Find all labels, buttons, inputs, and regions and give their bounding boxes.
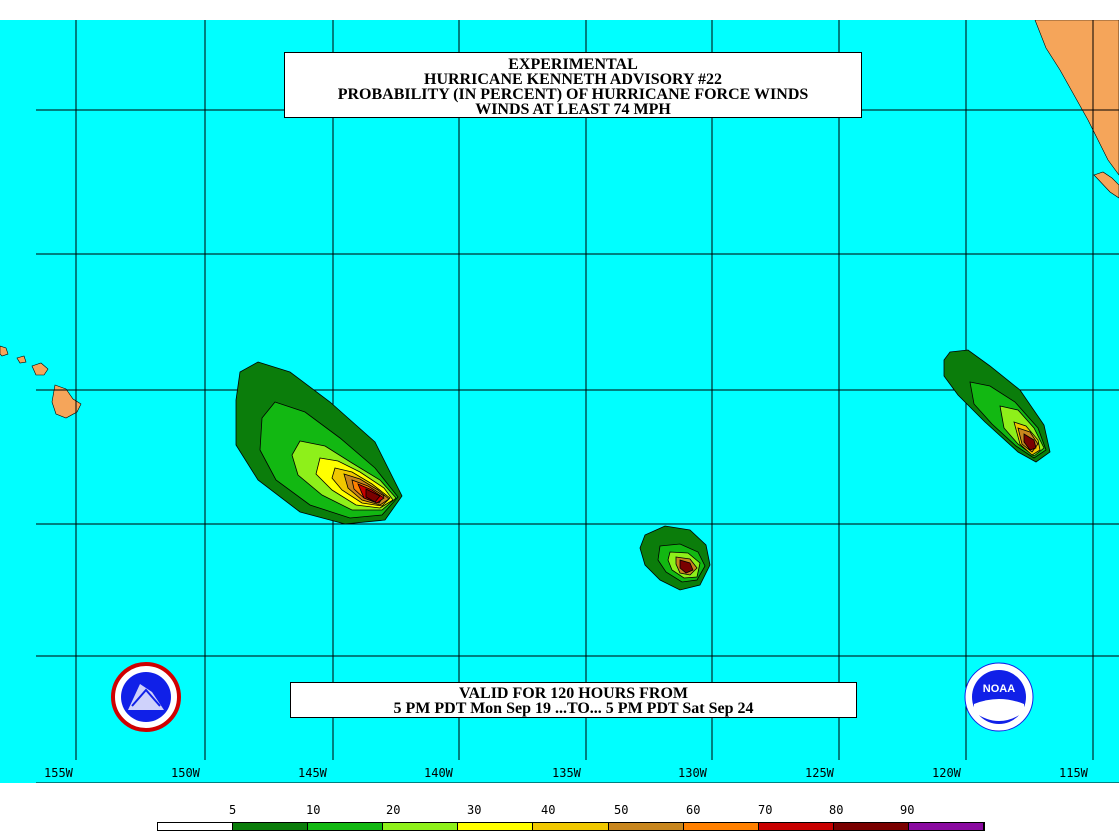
- svg-text:NOAA: NOAA: [983, 683, 1015, 695]
- probability-area-west: [235, 361, 403, 525]
- hawaii-big-island: [51, 384, 82, 419]
- legend-swatch: [233, 823, 309, 830]
- lon-label: 140W: [424, 766, 453, 780]
- legend-swatch: [608, 823, 684, 830]
- legend-swatch: [158, 823, 234, 830]
- legend-label: 40: [541, 803, 556, 817]
- legend-label: 70: [758, 803, 773, 817]
- legend-color-bar: [157, 822, 985, 831]
- legend-swatch: [758, 823, 834, 830]
- title-line-4: WINDS AT LEAST 74 MPH: [475, 101, 671, 118]
- hawaii-maui: [31, 362, 49, 376]
- legend-swatch: [458, 823, 534, 830]
- title-line-2: HURRICANE KENNETH ADVISORY #22: [424, 71, 722, 88]
- hawaii-kauai: [0, 345, 9, 357]
- legend-label: 50: [614, 803, 629, 817]
- legend-label: 80: [829, 803, 844, 817]
- legend-swatch: [308, 823, 384, 830]
- legend-swatch: [533, 823, 609, 830]
- hawaii-oahu: [16, 355, 27, 364]
- lon-label: 115W: [1059, 766, 1088, 780]
- legend-label: 10: [306, 803, 321, 817]
- valid-line-2: 5 PM PDT Mon Sep 19 ...TO... 5 PM PDT Sa…: [393, 700, 754, 717]
- title-box: EXPERIMENTAL HURRICANE KENNETH ADVISORY …: [284, 52, 862, 118]
- lon-label: 135W: [552, 766, 581, 780]
- legend-swatch: [683, 823, 759, 830]
- probability-area-center: [639, 525, 711, 591]
- valid-line-1: VALID FOR 120 HOURS FROM: [458, 685, 689, 702]
- legend-label: 60: [686, 803, 701, 817]
- legend-swatch: [908, 823, 985, 830]
- legend-label: 90: [900, 803, 915, 817]
- legend-label: 20: [386, 803, 401, 817]
- nws-logo-icon: [111, 662, 181, 732]
- noaa-logo-icon: NOAA: [964, 662, 1034, 732]
- lon-label: 155W: [44, 766, 73, 780]
- legend-swatch: [833, 823, 909, 830]
- lon-label: 120W: [932, 766, 961, 780]
- baja-peninsula: [1093, 171, 1119, 199]
- lon-label: 145W: [298, 766, 327, 780]
- lon-label: 130W: [678, 766, 707, 780]
- title-line-3: PROBABILITY (IN PERCENT) OF HURRICANE FO…: [337, 86, 809, 103]
- lon-label: 150W: [171, 766, 200, 780]
- probability-map: [0, 20, 1119, 783]
- probability-area-east: [943, 349, 1051, 463]
- lon-label: 125W: [805, 766, 834, 780]
- legend-label: 30: [467, 803, 482, 817]
- legend-swatch: [383, 823, 459, 830]
- legend-label: 5: [229, 803, 237, 817]
- valid-time-box: VALID FOR 120 HOURS FROM 5 PM PDT Mon Se…: [290, 682, 857, 718]
- title-line-1: EXPERIMENTAL: [508, 56, 638, 73]
